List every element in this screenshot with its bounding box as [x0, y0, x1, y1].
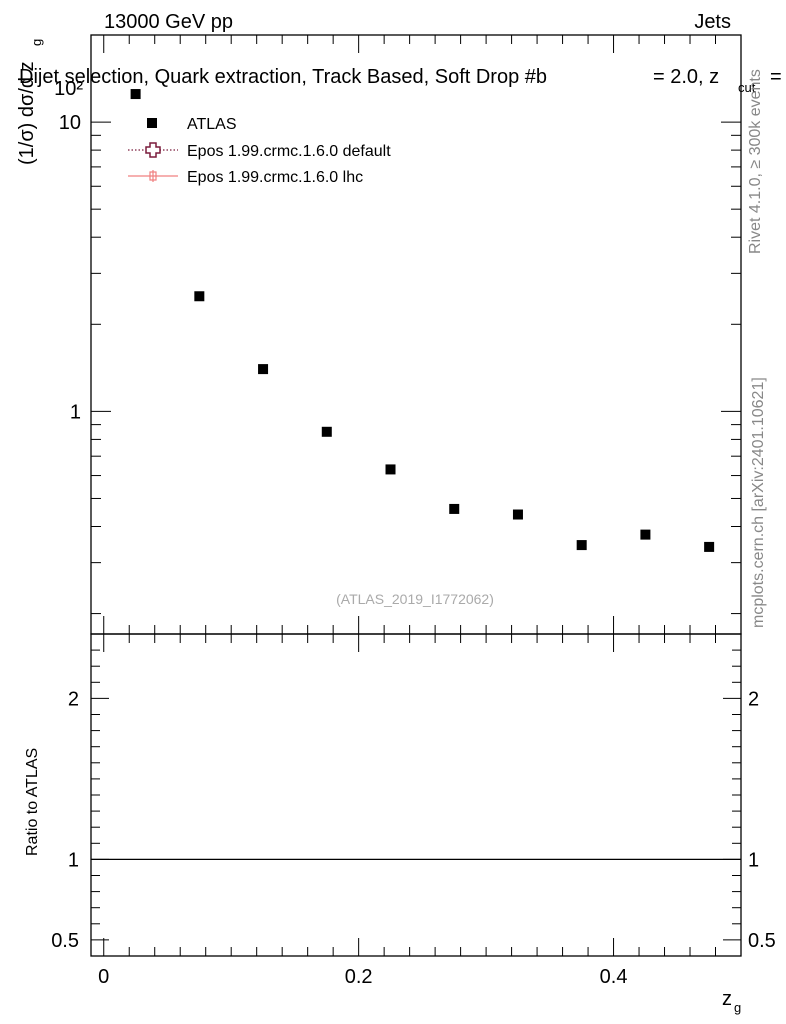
atlas-data-point — [130, 89, 141, 100]
atlas-data-point — [449, 503, 460, 514]
ratio-y-tick-label: 2 — [68, 688, 79, 710]
ratio-y-tick-label-right: 2 — [748, 688, 759, 710]
atlas-data-points — [130, 89, 715, 552]
plot-title-end: = — [770, 66, 782, 88]
x-tick-label: 0 — [98, 966, 109, 988]
atlas-data-point — [704, 541, 715, 552]
x-axis-ticks — [103, 35, 742, 956]
ratio-y-tick-label: 0.5 — [51, 930, 79, 952]
ratio-y-tick-labels: 0.5 0.5 1 1 2 2 — [51, 688, 776, 952]
plot-title-cut-subscript: cut — [738, 80, 756, 95]
x-tick-label: 0.4 — [600, 966, 628, 988]
atlas-data-point — [194, 291, 205, 302]
legend-marker-epos-default — [145, 142, 161, 158]
x-axis-label: z — [722, 988, 732, 1010]
energy-label: 13000 GeV pp — [104, 11, 233, 33]
atlas-data-point — [512, 509, 523, 520]
plot-title: Dijet selection, Quark extraction, Track… — [19, 66, 547, 88]
main-y-tick-label: 1 — [70, 401, 81, 423]
ratio-y-tick-label-right: 1 — [748, 849, 759, 871]
atlas-data-point — [258, 364, 269, 375]
legend-label-epos-lhc: Epos 1.99.crmc.1.6.0 lhc — [187, 169, 363, 186]
atlas-data-point — [576, 540, 587, 551]
ratio-y-tick-label: 1 — [68, 849, 79, 871]
legend-marker-atlas — [147, 118, 157, 128]
atlas-data-point — [385, 464, 396, 475]
legend-marker-epos-lhc — [149, 170, 157, 182]
plot-title-eta: = 2.0, z — [653, 66, 719, 88]
legend: ATLAS Epos 1.99.crmc.1.6.0 default Epos … — [128, 116, 391, 186]
atlas-data-point — [640, 529, 651, 540]
ratio-y-tick-label-right: 0.5 — [748, 930, 776, 952]
legend-label-epos-default: Epos 1.99.crmc.1.6.0 default — [187, 143, 391, 160]
x-axis-label-subscript: g — [734, 1000, 741, 1015]
plot-title-main: Dijet selection, Quark extraction, Track… — [19, 66, 547, 88]
category-label: Jets — [694, 11, 731, 33]
atlas-data-point — [321, 426, 332, 437]
main-y-tick-label: 10 — [59, 112, 81, 134]
ratio-y-axis-label: Ratio to ATLAS — [24, 748, 41, 856]
ratio-plot-frame — [90, 633, 742, 957]
x-tick-label: 0.2 — [345, 966, 373, 988]
main-y-axis-label: (1/σ) dσ/d z — [16, 61, 38, 165]
rivet-version-label: Rivet 4.1.0, ≥ 300k events — [747, 69, 764, 254]
ratio-axis-ticks — [91, 633, 741, 941]
main-y-axis-label-subscript: g — [29, 39, 44, 46]
analysis-watermark: (ATLAS_2019_I1772062) — [336, 591, 494, 607]
main-axis-ticks — [91, 34, 741, 615]
mcplots-label: mcplots.cern.ch [arXiv:2401.10621] — [750, 377, 767, 628]
legend-label-atlas: ATLAS — [187, 116, 237, 133]
x-tick-labels: 0 0.2 0.4 — [98, 966, 627, 988]
main-y-tick-label: 10² — [54, 78, 83, 100]
main-y-tick-labels: 1 10 10² — [54, 78, 83, 423]
